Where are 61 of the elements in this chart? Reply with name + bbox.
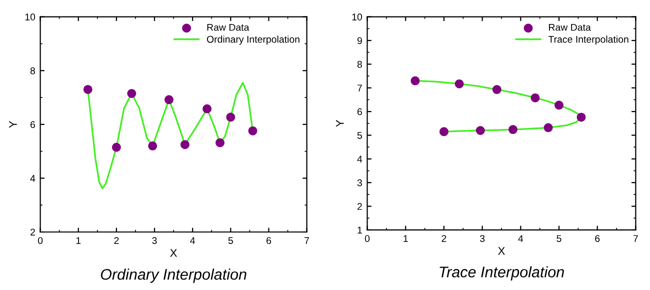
x-tick-label: 3 [152, 237, 157, 244]
point [439, 127, 448, 136]
point [476, 126, 485, 135]
x-axis-title: X [170, 249, 178, 257]
y-tick-label: 3 [357, 179, 362, 186]
point [544, 123, 553, 132]
legend-label: Trace Interpolation [548, 36, 628, 45]
x-tick-label: 7 [633, 235, 638, 242]
point [508, 125, 518, 134]
x-tick-label: 4 [190, 237, 196, 244]
legend-label: Raw Data [207, 24, 250, 31]
x-tick-label: 6 [266, 237, 272, 244]
x-tick-label: 2 [442, 235, 446, 242]
point [216, 138, 224, 148]
point [164, 95, 174, 104]
x-tick-label: 5 [556, 235, 562, 242]
point [492, 85, 502, 94]
y-tick-label: 5 [357, 132, 362, 139]
legend-label: Ordinary Interpolation [206, 36, 300, 45]
text: Ordinary Interpolation [100, 268, 246, 283]
x-tick-label: 6 [595, 235, 600, 242]
point [180, 140, 190, 150]
y-tick-label: 10 [352, 14, 362, 20]
x-tick-label: 1 [404, 235, 408, 242]
point [248, 126, 258, 136]
point [554, 100, 564, 110]
y-tick-label: 7 [357, 84, 362, 92]
point [226, 112, 236, 122]
x-tick-label: 2 [114, 237, 119, 244]
x-tick-label: 0 [38, 237, 43, 244]
text: Trace Interpolation [440, 266, 564, 280]
point [530, 93, 540, 102]
point [127, 88, 136, 98]
x-tick-label: 1 [76, 237, 81, 244]
y-tick-label: 9 [357, 37, 362, 44]
x-tick-label: 0 [364, 235, 370, 242]
x-tick-label: 4 [518, 235, 524, 242]
y-axis-title: Y [9, 120, 17, 128]
point [148, 141, 158, 150]
x-tick-label: 7 [304, 237, 310, 244]
y-tick-label: 2 [30, 228, 35, 236]
y-axis-title: Y [336, 120, 344, 127]
y-tick-label: 1 [358, 226, 362, 234]
legend-label: Raw Data [549, 24, 591, 31]
y-tick-label: 8 [357, 60, 362, 68]
x-tick-label: 5 [228, 237, 233, 244]
y-tick-label: 2 [357, 203, 362, 210]
y-tick-label: 6 [357, 108, 362, 116]
point [202, 104, 212, 114]
y-tick-label: 8 [30, 67, 36, 74]
y-tick-label: 10 [25, 14, 36, 20]
y-tick-label: 6 [30, 121, 36, 128]
x-axis-title: X [498, 247, 505, 255]
point [576, 112, 586, 122]
point [112, 142, 121, 152]
y-tick-label: 4 [357, 156, 362, 162]
y-tick-label: 4 [30, 175, 36, 182]
x-tick-label: 3 [480, 235, 485, 242]
point [410, 76, 420, 86]
point [83, 84, 92, 94]
point [454, 79, 464, 88]
